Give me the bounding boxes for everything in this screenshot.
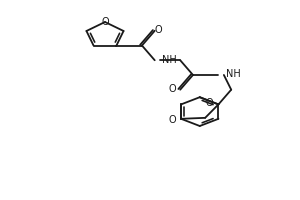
- Text: O: O: [169, 84, 177, 94]
- Text: NH: NH: [226, 69, 241, 79]
- Text: O: O: [168, 115, 176, 125]
- Text: O: O: [154, 25, 162, 35]
- Text: NH: NH: [162, 55, 177, 65]
- Text: O: O: [101, 17, 109, 27]
- Text: O: O: [206, 98, 213, 108]
